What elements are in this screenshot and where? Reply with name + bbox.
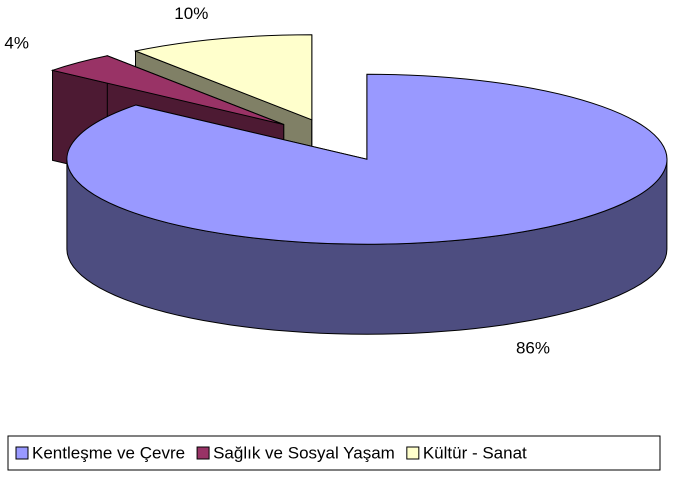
legend-box bbox=[7, 435, 661, 471]
legend-swatch bbox=[196, 446, 210, 460]
slice bbox=[66, 73, 668, 245]
data-label: 4% bbox=[4, 33, 29, 52]
legend-label: Kentleşme ve Çevre bbox=[32, 443, 185, 462]
slice bbox=[133, 34, 313, 121]
slice bbox=[50, 55, 284, 125]
legend-swatch bbox=[406, 446, 420, 460]
data-label: 86% bbox=[516, 339, 550, 358]
legend-label: Kültür - Sanat bbox=[423, 443, 527, 462]
data-label: 10% bbox=[174, 4, 208, 23]
legend-swatch bbox=[15, 446, 29, 460]
legend-label: Sağlık ve Sosyal Yaşam bbox=[213, 443, 395, 462]
